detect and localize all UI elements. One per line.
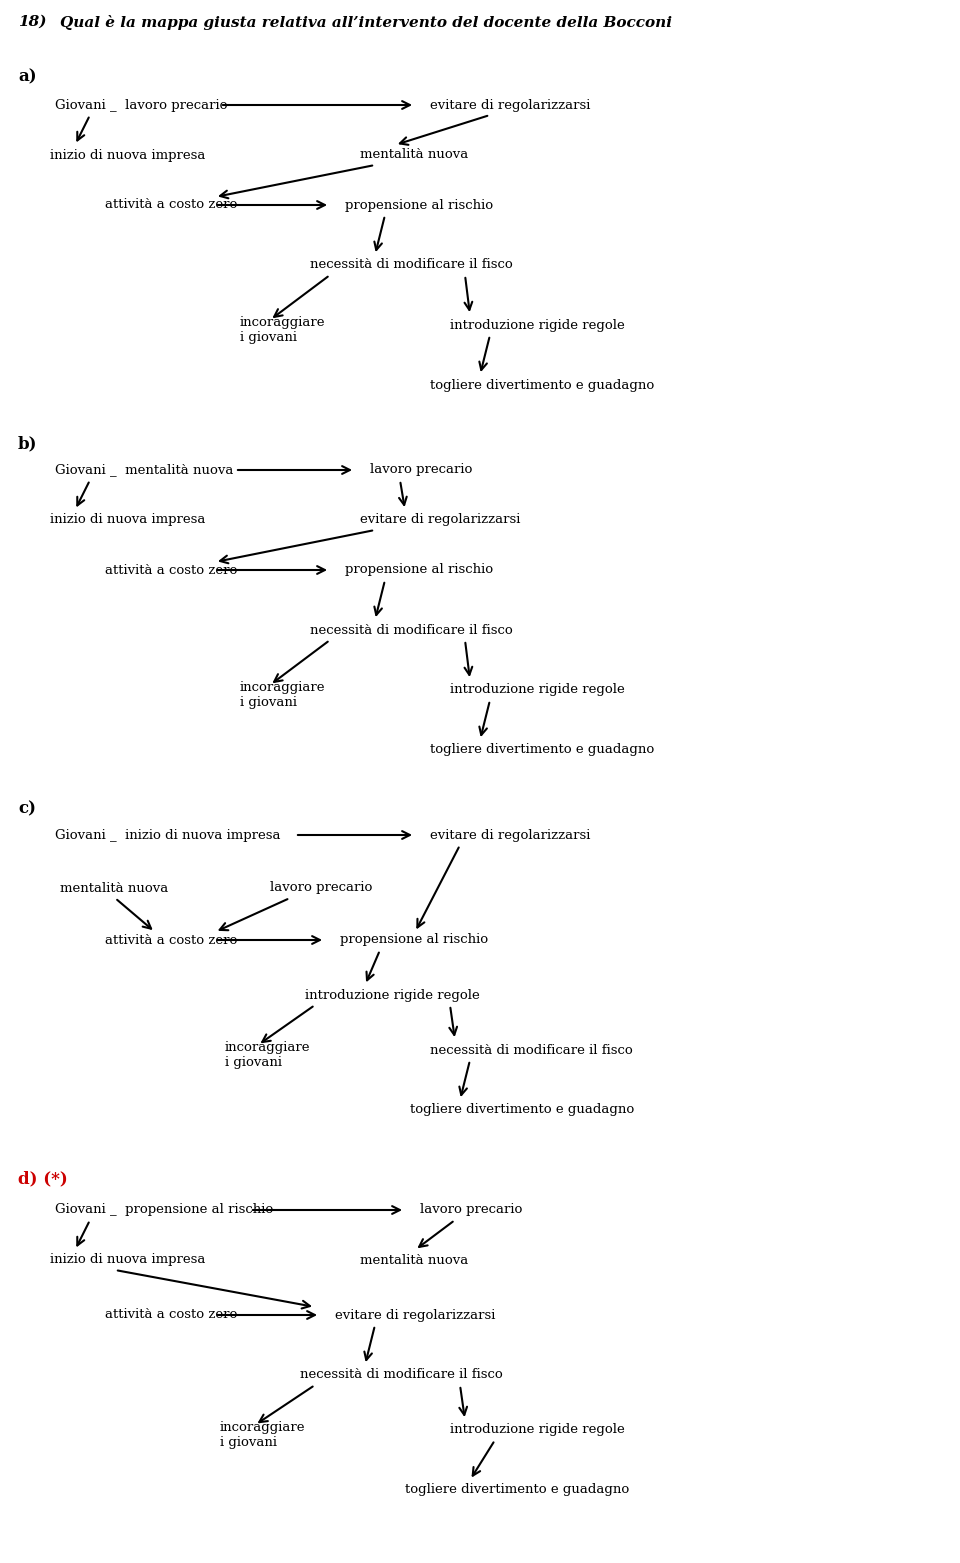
Text: togliere divertimento e guadagno: togliere divertimento e guadagno	[410, 1103, 635, 1116]
Text: lavoro precario: lavoro precario	[420, 1204, 522, 1216]
Text: 18): 18)	[18, 16, 46, 30]
Text: Giovani _  inizio di nuova impresa: Giovani _ inizio di nuova impresa	[55, 828, 280, 841]
Text: attività a costo zero: attività a costo zero	[105, 1308, 237, 1321]
Text: attività a costo zero: attività a costo zero	[105, 564, 237, 577]
Text: propensione al rischio: propensione al rischio	[345, 199, 493, 211]
Text: evitare di regolarizzarsi: evitare di regolarizzarsi	[335, 1308, 495, 1321]
Text: evitare di regolarizzarsi: evitare di regolarizzarsi	[430, 98, 590, 111]
Text: mentalità nuova: mentalità nuova	[360, 148, 468, 161]
Text: introduzione rigide regole: introduzione rigide regole	[450, 319, 625, 331]
Text: Giovani _  propensione al rischio: Giovani _ propensione al rischio	[55, 1204, 274, 1216]
Text: attività a costo zero: attività a costo zero	[105, 933, 237, 947]
Text: mentalità nuova: mentalità nuova	[60, 882, 168, 894]
Text: togliere divertimento e guadagno: togliere divertimento e guadagno	[430, 378, 655, 391]
Text: togliere divertimento e guadagno: togliere divertimento e guadagno	[430, 744, 655, 756]
Text: evitare di regolarizzarsi: evitare di regolarizzarsi	[430, 828, 590, 841]
Text: inizio di nuova impresa: inizio di nuova impresa	[50, 1254, 205, 1266]
Text: introduzione rigide regole: introduzione rigide regole	[450, 1424, 625, 1436]
Text: d) (*): d) (*)	[18, 1171, 68, 1186]
Text: Giovani _  lavoro precario: Giovani _ lavoro precario	[55, 98, 228, 111]
Text: inizio di nuova impresa: inizio di nuova impresa	[50, 148, 205, 161]
Text: necessità di modificare il fisco: necessità di modificare il fisco	[430, 1044, 633, 1057]
Text: propensione al rischio: propensione al rischio	[340, 933, 488, 947]
Text: evitare di regolarizzarsi: evitare di regolarizzarsi	[360, 514, 520, 527]
Text: necessità di modificare il fisco: necessità di modificare il fisco	[300, 1369, 503, 1382]
Text: lavoro precario: lavoro precario	[370, 464, 472, 477]
Text: incoraggiare
i giovani: incoraggiare i giovani	[240, 316, 325, 344]
Text: c): c)	[18, 800, 36, 817]
Text: mentalità nuova: mentalità nuova	[360, 1254, 468, 1266]
Text: a): a)	[18, 69, 36, 84]
Text: Giovani _  mentalità nuova: Giovani _ mentalità nuova	[55, 464, 233, 477]
Text: incoraggiare
i giovani: incoraggiare i giovani	[225, 1041, 310, 1069]
Text: necessità di modificare il fisco: necessità di modificare il fisco	[310, 258, 513, 272]
Text: togliere divertimento e guadagno: togliere divertimento e guadagno	[405, 1483, 629, 1496]
Text: b): b)	[18, 435, 37, 452]
Text: Qual è la mappa giusta relativa all’intervento del docente della Bocconi: Qual è la mappa giusta relativa all’inte…	[60, 14, 672, 30]
Text: attività a costo zero: attività a costo zero	[105, 199, 237, 211]
Text: incoraggiare
i giovani: incoraggiare i giovani	[220, 1421, 305, 1449]
Text: introduzione rigide regole: introduzione rigide regole	[450, 683, 625, 697]
Text: necessità di modificare il fisco: necessità di modificare il fisco	[310, 624, 513, 636]
Text: propensione al rischio: propensione al rischio	[345, 564, 493, 577]
Text: inizio di nuova impresa: inizio di nuova impresa	[50, 514, 205, 527]
Text: introduzione rigide regole: introduzione rigide regole	[305, 988, 480, 1002]
Text: incoraggiare
i giovani: incoraggiare i giovani	[240, 681, 325, 710]
Text: lavoro precario: lavoro precario	[270, 882, 372, 894]
